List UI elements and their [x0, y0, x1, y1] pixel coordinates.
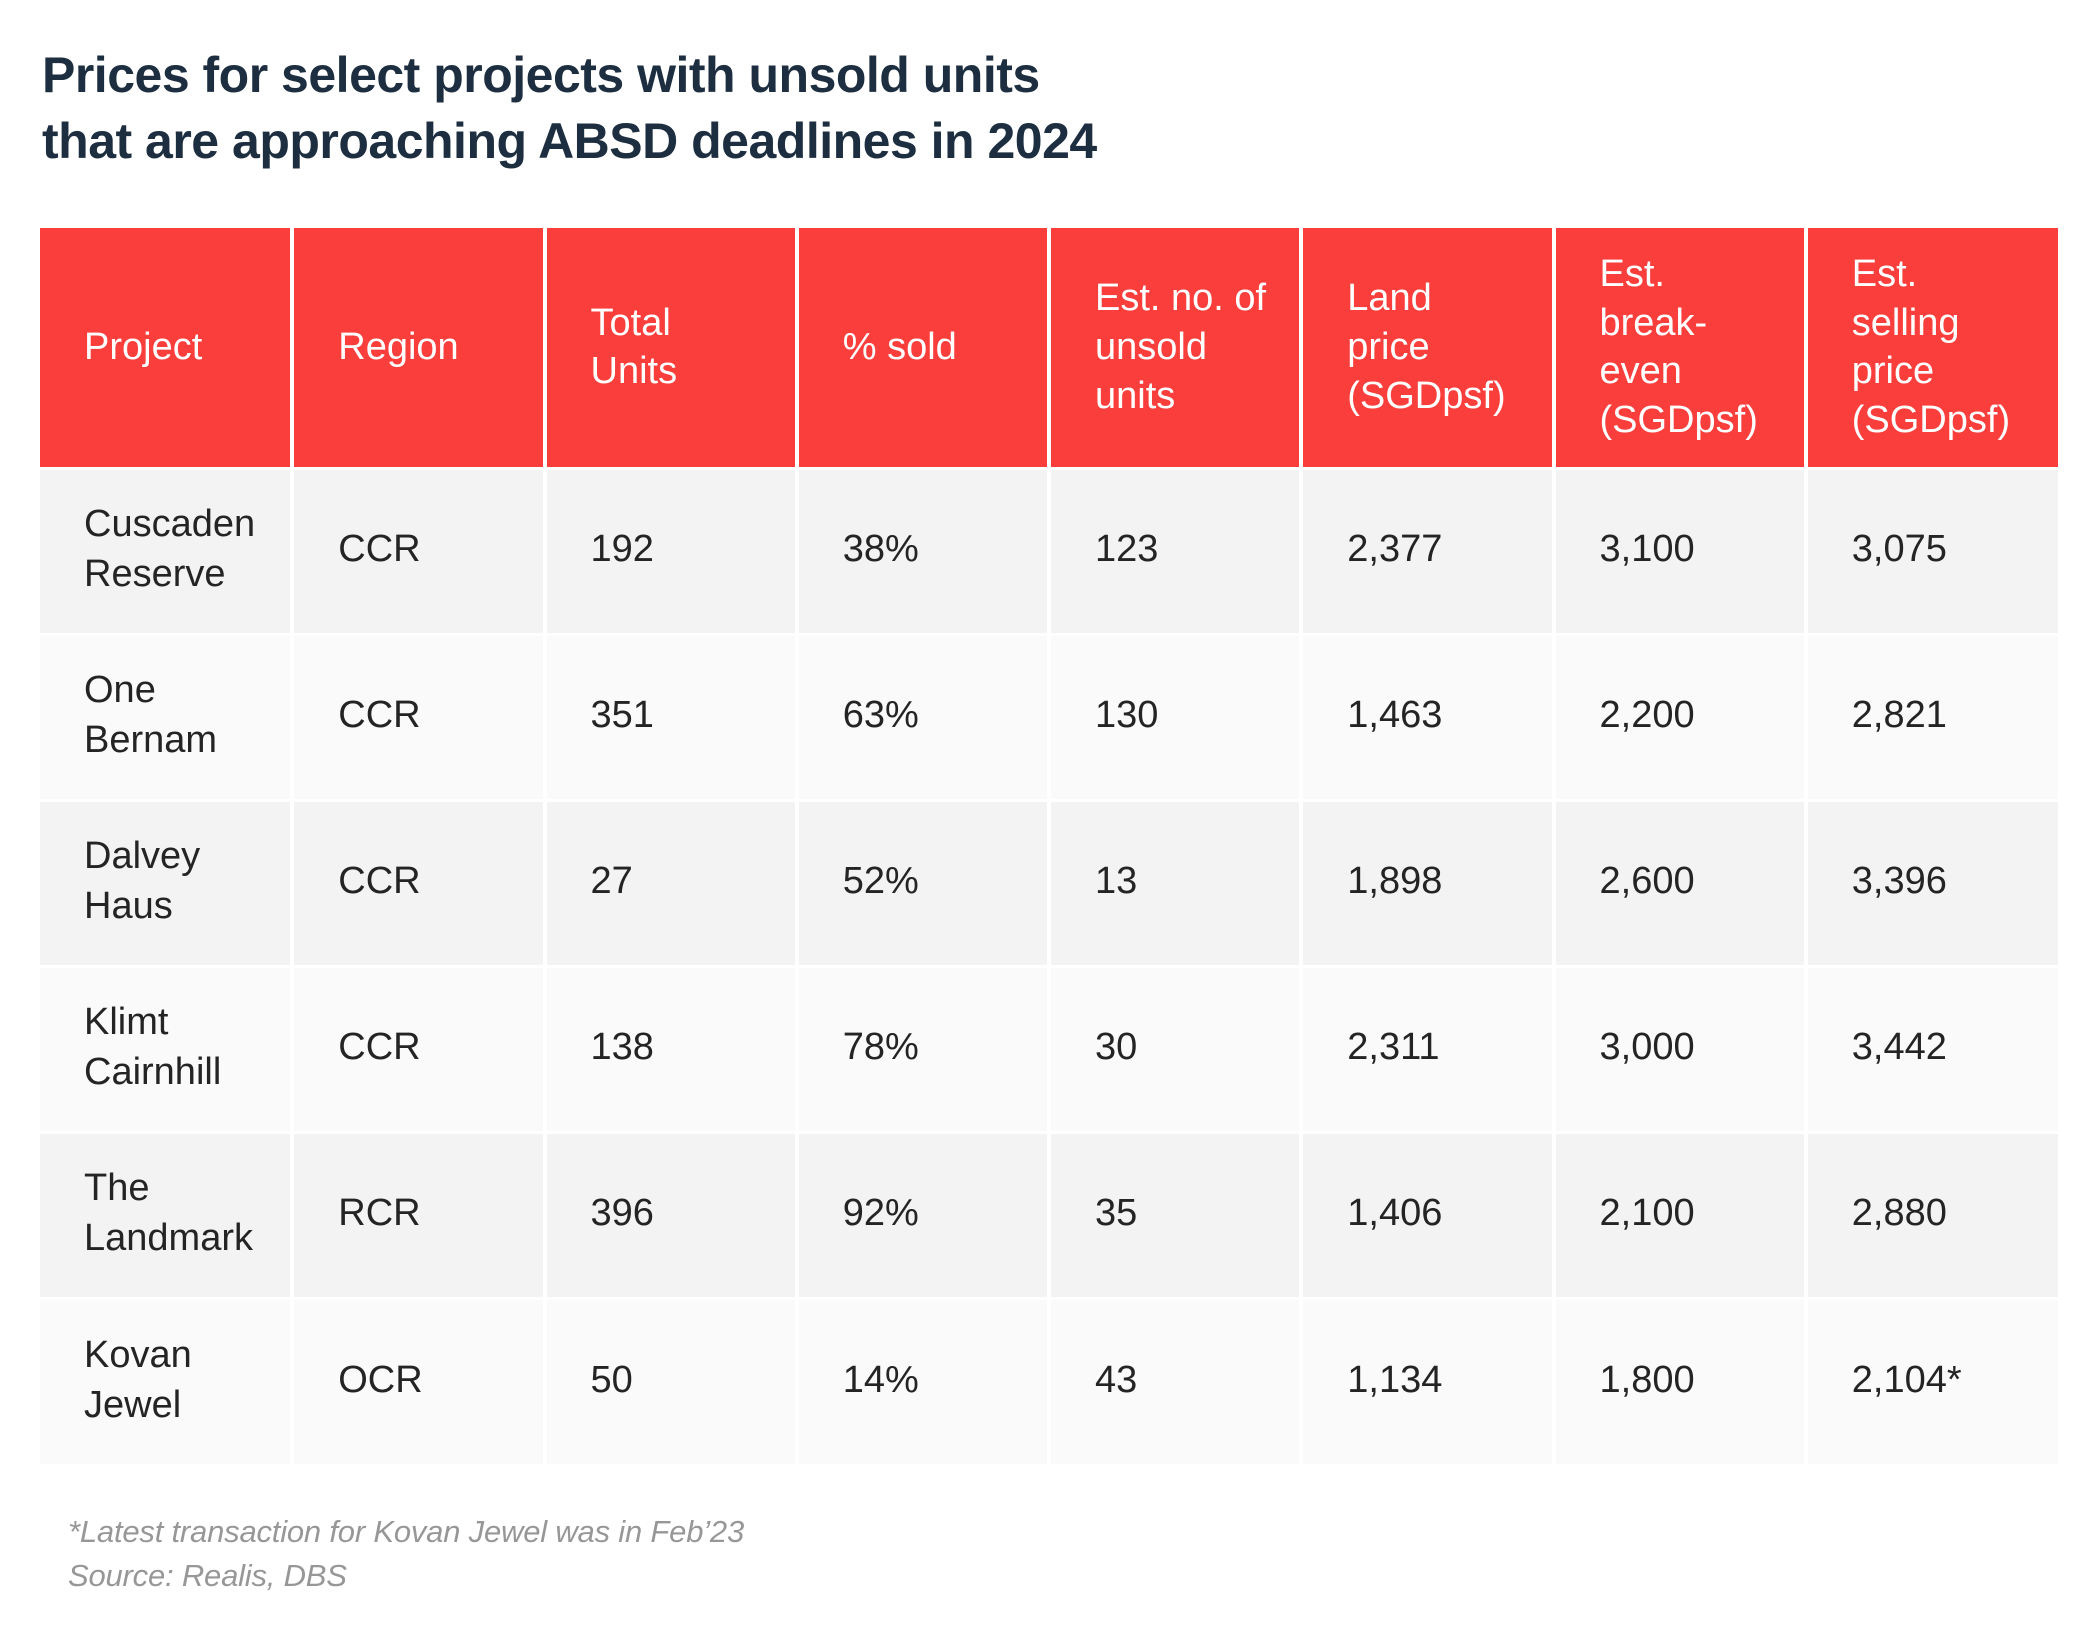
cell-percent-sold: 63%: [796, 634, 1052, 802]
cell-region: OCR: [292, 1298, 547, 1464]
cell-percent-sold: 14%: [796, 1298, 1052, 1464]
table-row-kovan-jewel: Kovan Jewel OCR 50 14% 43 1,134 1,800 2,…: [40, 1298, 2058, 1464]
cell-total-units: 192: [544, 468, 799, 636]
cell-region: RCR: [292, 1132, 547, 1300]
footnotes: *Latest transaction for Kovan Jewel was …: [68, 1510, 2058, 1598]
cell-breakeven: 3,100: [1553, 468, 1808, 636]
header-row: Project Region Total Units % sold Est. n…: [40, 228, 2058, 470]
cell-selling-price: 2,104*: [1805, 1298, 2058, 1464]
cell-region: CCR: [292, 634, 547, 802]
cell-land-price: 1,406: [1301, 1132, 1556, 1300]
projects-table: Project Region Total Units % sold Est. n…: [40, 228, 2058, 1464]
cell-unsold-units: 130: [1049, 634, 1304, 802]
cell-selling-price: 3,075: [1805, 468, 2058, 636]
column-header-land-price: Land price (SGDpsf): [1301, 228, 1556, 470]
cell-land-price: 2,377: [1301, 468, 1556, 636]
cell-breakeven: 2,200: [1553, 634, 1808, 802]
cell-breakeven: 2,600: [1553, 800, 1808, 968]
cell-selling-price: 2,880: [1805, 1132, 2058, 1300]
cell-project: One Bernam: [40, 634, 295, 802]
cell-percent-sold: 38%: [796, 468, 1052, 636]
footnote-source: Source: Realis, DBS: [68, 1558, 347, 1594]
cell-region: CCR: [292, 966, 547, 1134]
cell-unsold-units: 43: [1049, 1298, 1304, 1464]
cell-total-units: 138: [544, 966, 799, 1134]
cell-land-price: 1,898: [1301, 800, 1556, 968]
page-title: Prices for select projects with unsold u…: [42, 47, 1097, 169]
cell-project: Klimt Cairnhill: [40, 966, 295, 1134]
cell-project: The Landmark: [40, 1132, 295, 1300]
column-header-percent-sold: % sold: [796, 228, 1052, 470]
cell-selling-price: 3,396: [1805, 800, 2058, 968]
cell-land-price: 1,134: [1301, 1298, 1556, 1464]
cell-breakeven: 1,800: [1553, 1298, 1808, 1464]
cell-region: CCR: [292, 468, 547, 636]
column-header-project: Project: [40, 228, 295, 470]
cell-land-price: 1,463: [1301, 634, 1556, 802]
cell-breakeven: 2,100: [1553, 1132, 1808, 1300]
cell-unsold-units: 35: [1049, 1132, 1304, 1300]
cell-total-units: 27: [544, 800, 799, 968]
footnote-asterisk: *Latest transaction for Kovan Jewel was …: [68, 1514, 745, 1549]
cell-unsold-units: 123: [1049, 468, 1304, 636]
cell-unsold-units: 30: [1049, 966, 1304, 1134]
table-row-one-bernam: One Bernam CCR 351 63% 130 1,463 2,200 2…: [40, 634, 2058, 802]
table-row-cuscaden-reserve: Cuscaden Reserve CCR 192 38% 123 2,377 3…: [40, 468, 2058, 636]
cell-project: Kovan Jewel: [40, 1298, 295, 1464]
cell-breakeven: 3,000: [1553, 966, 1808, 1134]
column-header-breakeven: Est. break- even (SGDpsf): [1553, 228, 1808, 470]
cell-percent-sold: 78%: [796, 966, 1052, 1134]
column-header-selling-price: Est. selling price (SGDpsf): [1805, 228, 2058, 470]
table-row-dalvey-haus: Dalvey Haus CCR 27 52% 13 1,898 2,600 3,…: [40, 800, 2058, 968]
cell-total-units: 396: [544, 1132, 799, 1300]
column-header-total-units: Total Units: [544, 228, 799, 470]
cell-percent-sold: 52%: [796, 800, 1052, 968]
cell-project: Dalvey Haus: [40, 800, 295, 968]
column-header-region: Region: [292, 228, 547, 470]
cell-selling-price: 3,442: [1805, 966, 2058, 1134]
column-header-unsold-units: Est. no. of unsold units: [1049, 228, 1304, 470]
cell-percent-sold: 92%: [796, 1132, 1052, 1300]
cell-total-units: 50: [544, 1298, 799, 1464]
cell-selling-price: 2,821: [1805, 634, 2058, 802]
cell-project: Cuscaden Reserve: [40, 468, 295, 636]
cell-total-units: 351: [544, 634, 799, 802]
table-row-klimt-cairnhill: Klimt Cairnhill CCR 138 78% 30 2,311 3,0…: [40, 966, 2058, 1134]
cell-land-price: 2,311: [1301, 966, 1556, 1134]
cell-unsold-units: 13: [1049, 800, 1304, 968]
table-row-the-landmark: The Landmark RCR 396 92% 35 1,406 2,100 …: [40, 1132, 2058, 1300]
cell-region: CCR: [292, 800, 547, 968]
